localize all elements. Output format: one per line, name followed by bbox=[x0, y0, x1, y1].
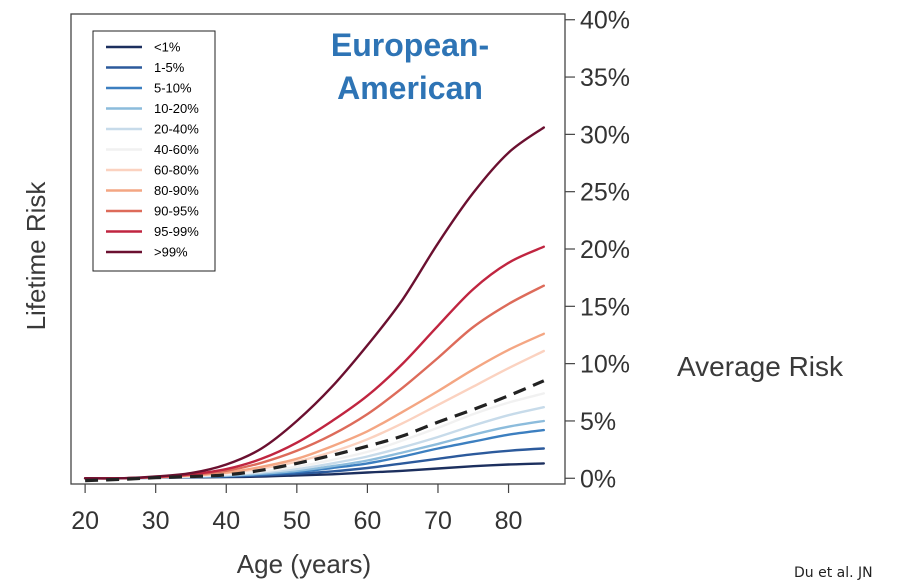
y-tick-label-25: 25% bbox=[580, 179, 630, 207]
legend-label-2: 5-10% bbox=[154, 81, 192, 96]
legend-label-3: 10-20% bbox=[154, 101, 199, 116]
y-tick-label-35: 35% bbox=[580, 64, 630, 92]
chart-title-line2: American bbox=[337, 70, 483, 106]
x-tick-label-40: 40 bbox=[212, 507, 240, 535]
legend-label-7: 80-90% bbox=[154, 183, 199, 198]
x-tick-label-20: 20 bbox=[71, 507, 99, 535]
series-line-8 bbox=[83, 284, 545, 480]
y-tick-label-30: 30% bbox=[580, 121, 630, 149]
legend-label-6: 60-80% bbox=[154, 163, 199, 178]
y-axis-title: Lifetime Risk bbox=[21, 181, 51, 331]
x-axis-title: Age (years) bbox=[237, 549, 371, 579]
x-tick-label-80: 80 bbox=[495, 507, 523, 535]
legend: <1% 1-5% 5-10% 10-20% 20-40% 40-60% 60-80% 80-9… bbox=[92, 30, 216, 272]
legend-label-5: 40-60% bbox=[154, 142, 199, 157]
average-risk-label: Average Risk bbox=[677, 351, 844, 382]
y-tick-label-10: 10% bbox=[580, 351, 630, 379]
x-tick-label-50: 50 bbox=[283, 507, 311, 535]
legend-label-8: 90-95% bbox=[154, 204, 199, 219]
series-lines bbox=[83, 126, 545, 483]
y-tick-label-20: 20% bbox=[580, 236, 630, 264]
average-risk-line bbox=[85, 379, 545, 483]
legend-label-9: 95-99% bbox=[154, 224, 199, 239]
chart-title-line1: European- bbox=[331, 27, 489, 63]
y-tick-label-5: 5% bbox=[580, 408, 616, 436]
y-axis: 0% 5% 10% 15% 20% 25% 30% 35% 40% bbox=[565, 7, 630, 493]
citation: Du et al. JN bbox=[794, 565, 873, 581]
y-tick-label-0: 0% bbox=[580, 465, 616, 493]
y-tick-label-40: 40% bbox=[580, 7, 630, 35]
x-axis: 20 30 40 50 60 70 80 bbox=[71, 484, 522, 535]
legend-label-0: <1% bbox=[154, 40, 181, 55]
series-line-3 bbox=[83, 419, 545, 480]
x-tick-label-70: 70 bbox=[424, 507, 452, 535]
x-tick-label-30: 30 bbox=[142, 507, 170, 535]
legend-label-1: 1-5% bbox=[154, 60, 185, 75]
legend-label-4: 20-40% bbox=[154, 122, 199, 137]
legend-label-10: >99% bbox=[154, 245, 188, 260]
x-tick-label-60: 60 bbox=[353, 507, 381, 535]
y-tick-label-15: 15% bbox=[580, 293, 630, 321]
